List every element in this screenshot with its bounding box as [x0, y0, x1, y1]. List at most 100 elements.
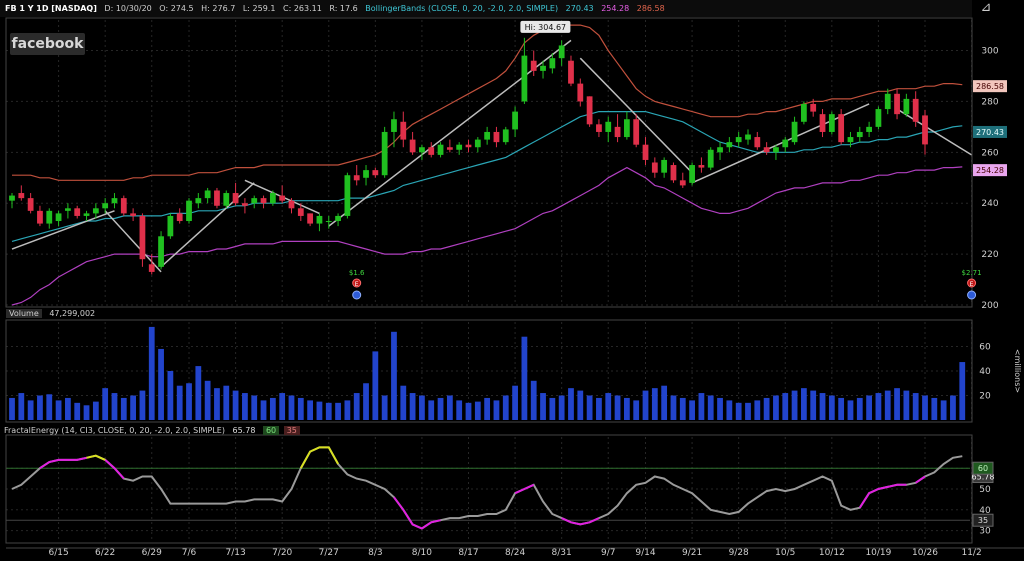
candle-body: [596, 124, 602, 132]
volume-bars: [9, 326, 966, 420]
candle-body: [838, 114, 845, 143]
candle: [65, 203, 71, 219]
volume-unit-label: <millions>: [1013, 349, 1022, 393]
candle: [288, 198, 295, 214]
volume-bar: [419, 395, 425, 420]
candle-body: [903, 98, 910, 115]
x-tick-label: 11/2: [961, 548, 981, 558]
candle-body: [577, 83, 584, 102]
volume-bar: [176, 385, 183, 420]
candle-body: [912, 98, 919, 122]
candle-body: [223, 193, 230, 206]
candle-body: [176, 213, 183, 222]
fe-highlight-segment: [561, 517, 600, 526]
high-label: H: 276.7: [201, 4, 236, 13]
fe-study-label[interactable]: FractalEnergy (14, CI3, CLOSE, 0, 20, -2…: [4, 426, 225, 435]
x-tick-label: 6/15: [48, 548, 68, 558]
fe-tag-bg: [972, 513, 994, 527]
volume-bar: [586, 395, 593, 420]
candle-body: [279, 195, 286, 201]
volume-bar: [614, 395, 621, 420]
x-tick-label: 9/28: [729, 548, 749, 558]
volume-bar: [288, 395, 295, 420]
x-tick-label: 7/27: [319, 548, 339, 558]
volume-bar: [9, 397, 15, 420]
candle: [297, 203, 304, 222]
candle: [335, 213, 341, 227]
volume-bar: [912, 393, 919, 420]
candle: [279, 185, 286, 204]
volume-bar: [735, 402, 742, 420]
volume-bar: [959, 362, 966, 420]
volume-bar: [400, 385, 407, 420]
candle-body: [661, 159, 668, 173]
candle: [55, 210, 62, 227]
volume-bar: [884, 390, 891, 420]
x-tick-label: 9/21: [682, 548, 702, 558]
volume-bar: [111, 393, 118, 420]
candle: [9, 193, 15, 209]
volume-bar: [894, 388, 900, 420]
candle-body: [344, 175, 351, 216]
candle: [223, 190, 230, 209]
fe-tick-label: 30: [979, 527, 991, 537]
candle: [353, 165, 360, 186]
candle-body: [65, 208, 71, 211]
volume-bar: [642, 390, 649, 420]
candle-body: [633, 119, 640, 145]
volume-bar: [242, 393, 248, 420]
candle-body: [381, 131, 388, 176]
price-tick-label: 200: [981, 301, 998, 311]
candle-body: [819, 114, 826, 132]
candle: [922, 109, 928, 155]
volume-bar: [279, 393, 286, 420]
candle-body: [55, 213, 62, 222]
candle-body: [847, 137, 854, 143]
candle-body: [763, 147, 770, 153]
volume-bar: [493, 400, 500, 420]
low-label: L: 259.1: [242, 4, 276, 13]
x-tick-label: 7/20: [272, 548, 292, 558]
volume-study-label[interactable]: Volume: [6, 309, 42, 318]
candle-body: [894, 93, 900, 115]
volume-bar: [661, 385, 668, 420]
scale-icon[interactable]: ⊿: [980, 0, 992, 15]
candle-body: [642, 144, 649, 160]
candle-body: [204, 190, 211, 199]
bollinger-study-label[interactable]: BollingerBands (CLOSE, 0, 20, -2.0, 2.0,…: [365, 4, 559, 13]
candle: [139, 213, 146, 267]
candle-body: [316, 215, 323, 224]
candle: [158, 231, 164, 270]
volume-bar: [102, 388, 109, 420]
symbol-label[interactable]: FB 1 Y 1D [NASDAQ]: [5, 4, 97, 13]
price-tick-label: 280: [981, 97, 998, 107]
fe-tick-label: 50: [979, 485, 991, 495]
candle: [148, 254, 155, 275]
high-callout-label: Hi: 304.67: [525, 23, 566, 32]
candle-body: [307, 213, 314, 224]
volume-bar: [828, 395, 835, 420]
band-tag-bg: [973, 125, 1007, 138]
candle: [856, 126, 863, 143]
volume-bar: [260, 400, 267, 420]
pane-frame: [5, 434, 973, 544]
axes: [5, 17, 1024, 549]
volume-bar: [596, 397, 602, 420]
candle-body: [139, 215, 146, 260]
fe-tag-label: 60: [978, 464, 988, 473]
candle: [92, 203, 99, 219]
trend-line: [328, 39, 572, 227]
candle: [577, 78, 584, 107]
fe-tick-label: 40: [979, 506, 991, 516]
candle: [419, 144, 425, 160]
volume-bar: [568, 388, 574, 420]
earnings-icon: [967, 278, 977, 288]
candle-body: [428, 147, 435, 155]
x-tick-label: 8/31: [552, 548, 572, 558]
candle-body: [167, 215, 174, 237]
candle: [111, 193, 118, 209]
x-tick-label: 10/26: [912, 548, 938, 558]
candle-body: [679, 180, 686, 186]
volume-bar: [838, 397, 845, 420]
